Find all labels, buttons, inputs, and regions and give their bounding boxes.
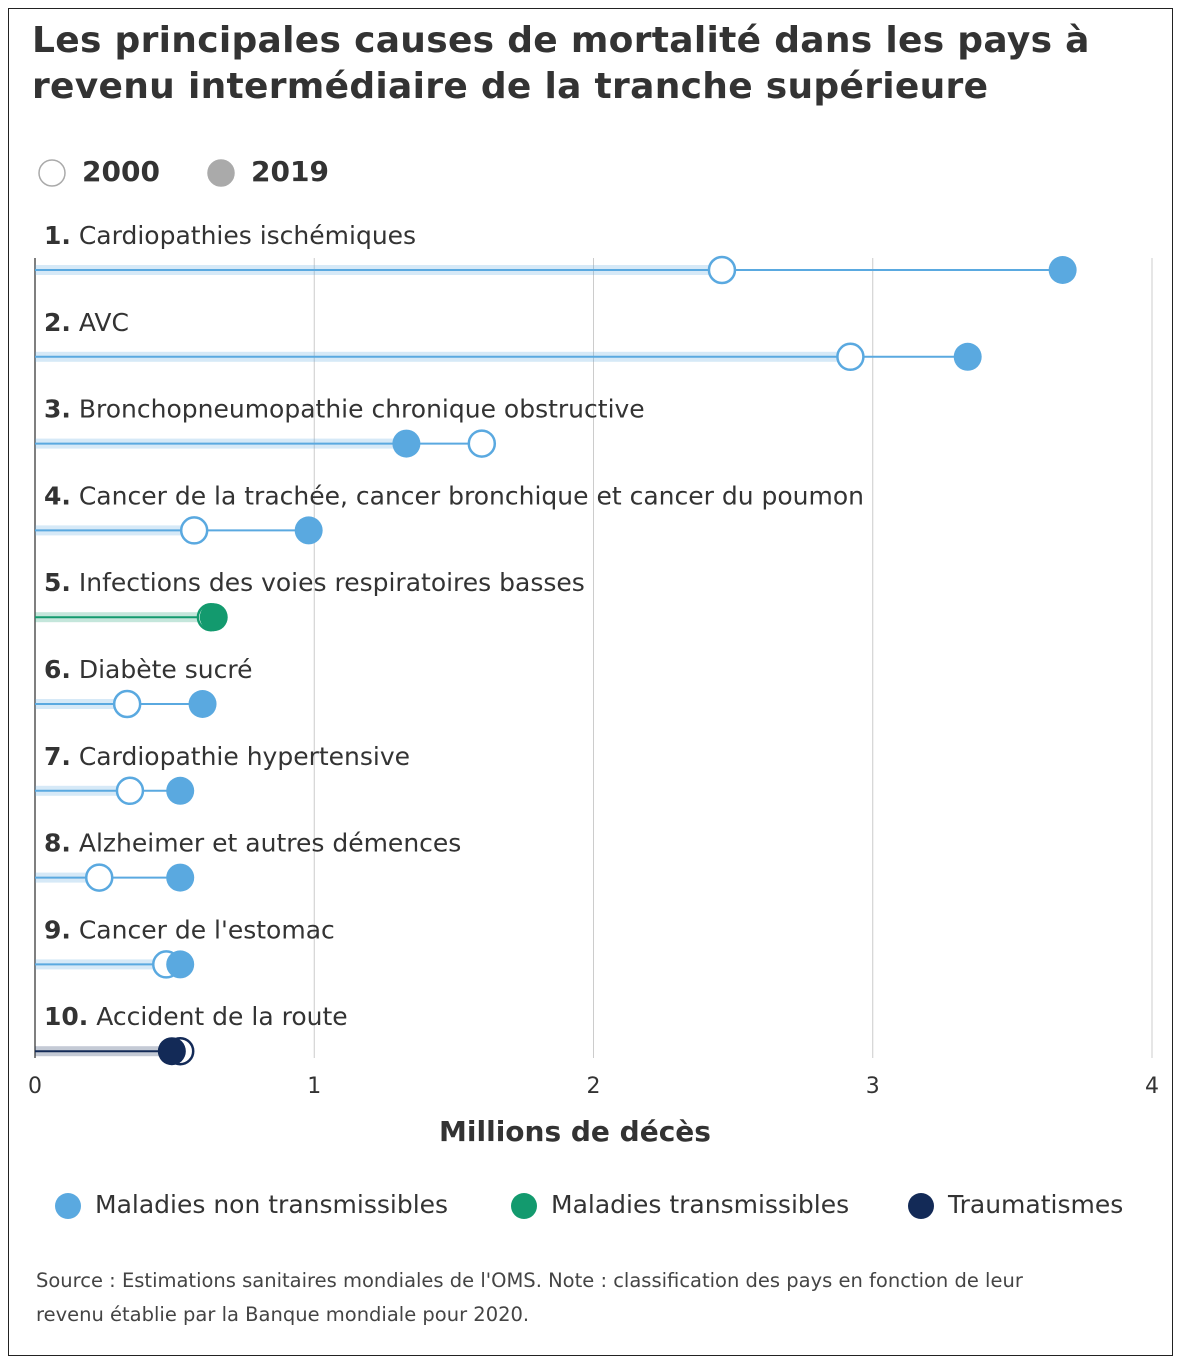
category-rank: 5. — [44, 568, 71, 597]
category-name: Diabète sucré — [71, 655, 253, 684]
legend-marker — [55, 1193, 81, 1219]
legend-marker — [38, 159, 66, 187]
legend-label: Maladies transmissibles — [551, 1190, 849, 1219]
category-rank: 10. — [44, 1002, 88, 1031]
category-name: Alzheimer et autres démences — [71, 829, 461, 858]
legend-marker — [908, 1193, 934, 1219]
category-label: 5. Infections des voies respiratoires ba… — [44, 568, 585, 597]
category-label: 7. Cardiopathie hypertensive — [44, 742, 410, 771]
x-tick-label: 0 — [28, 1074, 42, 1099]
category-label: 2. AVC — [44, 308, 129, 337]
category-name: Accident de la route — [88, 1002, 347, 1031]
dot — [115, 776, 145, 806]
legend-marker — [511, 1193, 537, 1219]
legend-label: Traumatismes — [947, 1190, 1123, 1219]
category-rank: 3. — [44, 395, 71, 424]
category-rank: 6. — [44, 655, 71, 684]
category-rank: 4. — [44, 481, 71, 510]
chart-title: Les principales causes de mortalité dans… — [32, 20, 1090, 107]
category-label: 10. Accident de la route — [44, 1002, 348, 1031]
category-name: Infections des voies respiratoires basse… — [71, 568, 585, 597]
category-name: Cancer de l'estomac — [71, 915, 335, 944]
dot — [179, 516, 209, 545]
dot — [707, 255, 737, 285]
category-label: 3. Bronchopneumopathie chronique obstruc… — [44, 395, 645, 424]
source-note: Source : Estimations sanitaires mondiale… — [36, 1269, 1023, 1326]
frame — [8, 8, 1173, 1356]
dot — [1048, 256, 1077, 284]
legend-label: 2019 — [251, 155, 329, 188]
x-tick-label: 1 — [307, 1074, 321, 1099]
category-name: AVC — [71, 308, 129, 337]
dot — [467, 429, 497, 458]
category-label: 8. Alzheimer et autres démences — [44, 829, 461, 858]
category-rank: 2. — [44, 308, 71, 337]
category-name: Cancer de la trachée, cancer bronchique … — [71, 481, 864, 510]
dot — [188, 690, 217, 718]
category-label: 9. Cancer de l'estomac — [44, 915, 335, 944]
x-tick-label: 2 — [587, 1074, 601, 1099]
legend-label: 2000 — [82, 155, 160, 188]
dot — [166, 950, 195, 979]
category-rank: 7. — [44, 742, 71, 771]
x-tick-label: 4 — [1145, 1074, 1159, 1099]
category-label: 6. Diabète sucré — [44, 655, 252, 684]
category-name: Bronchopneumopathie chronique obstructiv… — [71, 395, 645, 424]
dot — [953, 342, 982, 371]
legend-label: Maladies non transmissibles — [95, 1190, 448, 1219]
category-rank: 9. — [44, 915, 71, 944]
category-label: 1. Cardiopathies ischémiques — [44, 221, 416, 250]
legend-marker — [207, 159, 235, 187]
category-rank: 8. — [44, 829, 71, 858]
dot — [84, 863, 114, 892]
dot — [166, 863, 195, 892]
dot — [836, 342, 865, 372]
dot — [157, 1037, 186, 1066]
category-rank: 1. — [44, 221, 71, 250]
dot — [199, 603, 228, 632]
category-name: Cardiopathies ischémiques — [71, 221, 416, 250]
x-axis-title: Millions de décès — [439, 1115, 711, 1148]
category-name: Cardiopathie hypertensive — [71, 742, 410, 771]
dot — [392, 429, 421, 458]
dot — [112, 689, 142, 719]
category-label: 4. Cancer de la trachée, cancer bronchiq… — [44, 481, 864, 510]
x-tick-label: 3 — [866, 1074, 880, 1099]
dot — [166, 776, 195, 805]
dot — [294, 516, 323, 545]
